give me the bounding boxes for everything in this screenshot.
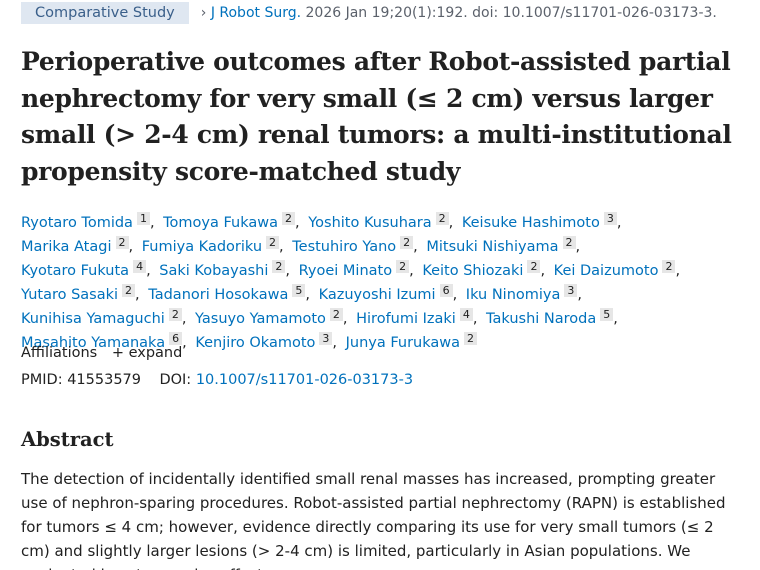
- author: Kazuyoshi Izumi 6: [318, 284, 461, 303]
- author: Tomoya Fukawa 2: [163, 212, 304, 231]
- article-title: Perioperative outcomes after Robot-assis…: [21, 47, 732, 186]
- author: Yoshito Kusuhara 2: [308, 212, 457, 231]
- affiliation-number[interactable]: 2: [662, 260, 676, 273]
- author: Keito Shiozaki 2: [422, 260, 549, 279]
- citation-details: 2026 Jan 19;20(1):192. doi: 10.1007/s117…: [305, 5, 717, 21]
- affiliation-number[interactable]: 2: [168, 308, 182, 321]
- publication-type: Comparative Study: [21, 2, 189, 24]
- author-name[interactable]: Ryoei Minato: [298, 263, 393, 279]
- author-name[interactable]: Ryotaro Tomida: [21, 215, 133, 231]
- expand-text[interactable]: expand: [128, 345, 183, 361]
- affiliation-number[interactable]: 2: [122, 284, 136, 297]
- author: Kenjiro Okamoto 3: [195, 332, 341, 351]
- affiliation-number[interactable]: 2: [527, 260, 541, 273]
- affiliation-number[interactable]: 5: [292, 284, 306, 297]
- author: Fumiya Kadoriku 2: [141, 236, 288, 255]
- author-name[interactable]: Marika Atagi: [21, 239, 112, 255]
- affiliations: Affiliations + expand: [21, 345, 182, 361]
- affiliation-number[interactable]: 3: [603, 212, 617, 225]
- author-name[interactable]: Iku Ninomiya: [465, 287, 561, 303]
- affiliation-number[interactable]: 3: [564, 284, 578, 297]
- author: Junya Furukawa 2: [345, 332, 478, 351]
- affiliation-number[interactable]: 4: [459, 308, 473, 321]
- author-name[interactable]: Kyotaro Fukuta: [21, 263, 130, 279]
- affiliation-number[interactable]: 2: [464, 332, 478, 345]
- affiliation-number[interactable]: 2: [272, 260, 286, 273]
- abstract-text: The detection of incidentally identified…: [21, 470, 726, 570]
- identifiers: PMID: 41553579 DOI: 10.1007/s11701-026-0…: [21, 372, 413, 388]
- affiliation-number[interactable]: 2: [282, 212, 296, 225]
- author: Masahito Yamanaka 6: [21, 332, 191, 351]
- author-name[interactable]: Yasuyo Yamamoto: [195, 311, 326, 327]
- author-name[interactable]: Junya Furukawa: [345, 335, 461, 351]
- author: Kei Daizumoto 2: [553, 260, 684, 279]
- affiliation-number[interactable]: 6: [439, 284, 453, 297]
- author: Hirofumi Izaki 4: [356, 308, 481, 327]
- author-name[interactable]: Testuhiro Yano: [292, 239, 397, 255]
- author: Keisuke Hashimoto 3: [461, 212, 625, 231]
- author: Kyotaro Fukuta 4: [21, 260, 155, 279]
- affiliation-number[interactable]: 2: [435, 212, 449, 225]
- doi-link[interactable]: 10.1007/s11701-026-03173-3: [195, 372, 414, 388]
- journal-link[interactable]: J Robot Surg.: [210, 5, 302, 21]
- affiliation-number[interactable]: 4: [133, 260, 147, 273]
- affiliation-number[interactable]: 5: [600, 308, 614, 321]
- affiliation-number[interactable]: 2: [400, 236, 414, 249]
- author-name[interactable]: Yutaro Sasaki: [21, 287, 119, 303]
- author-name[interactable]: Yoshito Kusuhara: [308, 215, 432, 231]
- author: Marika Atagi 2: [21, 236, 137, 255]
- author: Takushi Naroda 5: [486, 308, 622, 327]
- author-name[interactable]: Masahito Yamanaka: [21, 335, 166, 351]
- author: Mitsuki Nishiyama 2: [426, 236, 584, 255]
- affiliations-label: Affiliations: [21, 345, 98, 361]
- author-name[interactable]: Kunihisa Yamaguchi: [21, 311, 165, 327]
- author: Saki Kobayashi 2: [159, 260, 294, 279]
- author-name[interactable]: Takushi Naroda: [486, 311, 597, 327]
- author-name[interactable]: Fumiya Kadoriku: [141, 239, 263, 255]
- author-name[interactable]: Tomoya Fukawa: [163, 215, 279, 231]
- affiliation-number[interactable]: 2: [329, 308, 343, 321]
- author-name[interactable]: Keisuke Hashimoto: [461, 215, 600, 231]
- author-name[interactable]: Keito Shiozaki: [422, 263, 524, 279]
- author-name[interactable]: Mitsuki Nishiyama: [426, 239, 559, 255]
- header: Comparative Study › J Robot Surg. 2026 J…: [21, 0, 717, 26]
- author: Kunihisa Yamaguchi 2: [21, 308, 190, 327]
- author: Yutaro Sasaki 2: [21, 284, 144, 303]
- author-name[interactable]: Tadanori Hosokawa: [148, 287, 289, 303]
- author-name[interactable]: Saki Kobayashi: [159, 263, 269, 279]
- author-name[interactable]: Kazuyoshi Izumi: [318, 287, 436, 303]
- citation: › J Robot Surg. 2026 Jan 19;20(1):192. d…: [200, 5, 717, 21]
- affiliation-number[interactable]: 2: [266, 236, 280, 249]
- affiliation-number[interactable]: 3: [319, 332, 333, 345]
- affiliation-number[interactable]: 2: [115, 236, 129, 249]
- author-name[interactable]: Kei Daizumoto: [553, 263, 659, 279]
- author: Tadanori Hosokawa 5: [148, 284, 314, 303]
- affiliation-number[interactable]: 2: [396, 260, 410, 273]
- author: Ryotaro Tomida 1: [21, 212, 159, 231]
- affiliation-number[interactable]: 2: [562, 236, 576, 249]
- author: Yasuyo Yamamoto 2: [195, 308, 352, 327]
- author: Ryoei Minato 2: [298, 260, 418, 279]
- author-name[interactable]: Kenjiro Okamoto: [195, 335, 316, 351]
- author: Testuhiro Yano 2: [292, 236, 422, 255]
- affiliation-number[interactable]: 1: [136, 212, 150, 225]
- author-name[interactable]: Hirofumi Izaki: [356, 311, 456, 327]
- author: Iku Ninomiya 3: [465, 284, 586, 303]
- pmid-label: PMID:: [21, 372, 63, 388]
- expand-toggle[interactable]: + expand: [111, 345, 183, 361]
- abstract-heading: Abstract: [21, 428, 114, 451]
- doi-label: DOI:: [159, 372, 192, 388]
- pmid: 41553579: [67, 372, 142, 388]
- affiliation-number[interactable]: 6: [169, 332, 183, 345]
